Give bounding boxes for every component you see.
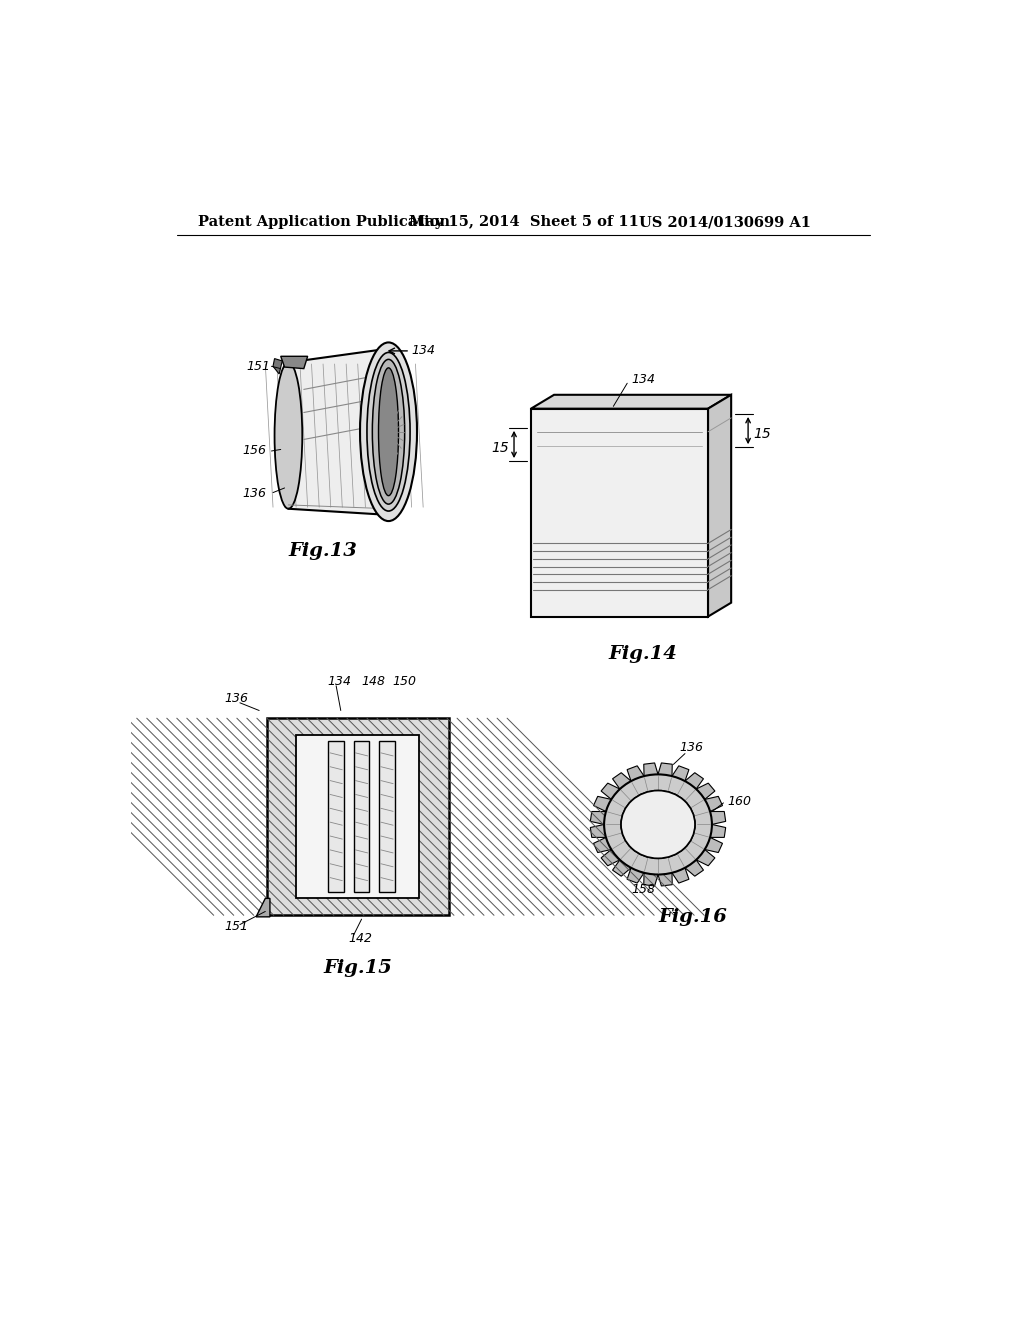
Polygon shape [627,867,644,883]
Polygon shape [644,873,658,886]
Text: 156: 156 [243,445,266,458]
Ellipse shape [621,791,695,858]
Text: Patent Application Publication: Patent Application Publication [199,215,451,230]
Text: 15: 15 [492,441,509,455]
Text: Fig.13: Fig.13 [289,543,357,560]
Text: May 15, 2014  Sheet 5 of 11: May 15, 2014 Sheet 5 of 11 [410,215,639,230]
Polygon shape [273,359,283,374]
Polygon shape [601,783,620,800]
Ellipse shape [379,368,398,495]
Polygon shape [590,812,606,825]
Ellipse shape [367,352,410,511]
Polygon shape [644,763,658,776]
Polygon shape [256,899,270,917]
Polygon shape [329,742,344,892]
Text: 15: 15 [753,428,771,441]
Polygon shape [658,873,672,886]
Polygon shape [705,796,723,812]
Text: 134: 134 [412,345,435,358]
Polygon shape [531,395,731,409]
Polygon shape [696,783,715,800]
Polygon shape [281,356,307,368]
Ellipse shape [621,791,695,858]
Polygon shape [708,395,731,616]
Ellipse shape [274,363,302,508]
Polygon shape [685,772,703,789]
Polygon shape [354,742,370,892]
Text: 134: 134 [327,675,351,688]
Text: 160: 160 [727,795,752,808]
Polygon shape [672,867,689,883]
Polygon shape [710,825,726,837]
Polygon shape [612,859,631,876]
Polygon shape [612,772,631,789]
Text: 134: 134 [631,372,655,385]
Polygon shape [696,850,715,866]
Text: 151: 151 [246,360,270,372]
Polygon shape [296,735,419,899]
Polygon shape [672,766,689,781]
Text: 136: 136 [680,741,703,754]
Polygon shape [685,859,703,876]
Text: Fig.15: Fig.15 [324,958,392,977]
Polygon shape [594,796,611,812]
Text: 148: 148 [361,675,386,688]
Ellipse shape [360,342,417,521]
Polygon shape [627,766,644,781]
Ellipse shape [373,359,404,504]
Text: 136: 136 [243,487,266,500]
Polygon shape [658,763,672,776]
Polygon shape [590,825,606,837]
Polygon shape [710,812,726,825]
Text: Fig.14: Fig.14 [608,644,677,663]
Text: 136: 136 [224,693,249,705]
Text: 158: 158 [631,883,655,896]
Text: US 2014/0130699 A1: US 2014/0130699 A1 [639,215,811,230]
Ellipse shape [604,775,712,875]
Text: Fig.16: Fig.16 [658,908,727,925]
Polygon shape [531,409,708,616]
Text: 151: 151 [224,920,249,933]
Polygon shape [705,837,723,853]
Polygon shape [267,718,449,915]
Polygon shape [379,742,394,892]
Text: 142: 142 [348,932,373,945]
Text: 150: 150 [392,675,417,688]
Polygon shape [289,348,388,515]
Polygon shape [594,837,611,853]
Polygon shape [601,850,620,866]
